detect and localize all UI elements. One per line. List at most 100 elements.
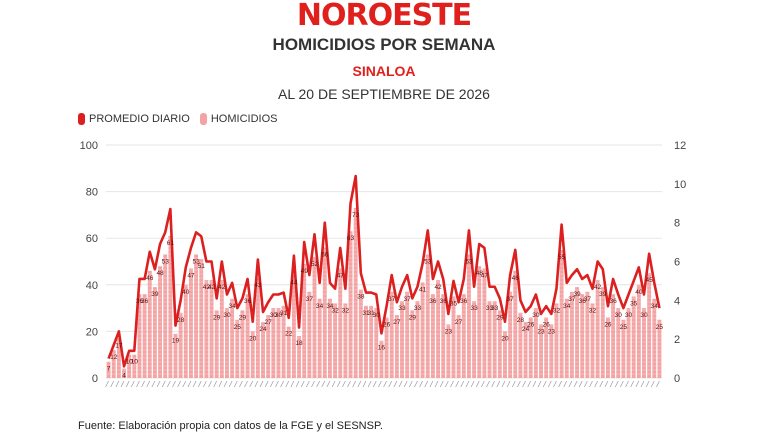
x-tick-mark bbox=[532, 380, 537, 388]
bar bbox=[132, 354, 137, 378]
bar bbox=[188, 268, 193, 378]
bar-data-label: 4 bbox=[122, 373, 126, 380]
y-tick-label: 20 bbox=[86, 326, 98, 338]
bar bbox=[636, 284, 641, 378]
bar-data-label: 48 bbox=[156, 270, 164, 277]
x-tick-mark bbox=[259, 380, 264, 388]
bar-data-label: 36 bbox=[141, 298, 149, 305]
bar-data-label: 37 bbox=[568, 296, 576, 303]
x-tick-mark bbox=[270, 380, 274, 388]
x-tick-mark bbox=[316, 380, 320, 388]
chart-legend: PROMEDIO DIARIO HOMICIDIOS bbox=[78, 113, 287, 125]
bar bbox=[338, 268, 343, 378]
bar bbox=[528, 317, 533, 378]
bar-data-label: 29 bbox=[213, 314, 221, 321]
chart-date: AL 20 DE SEPTIEMBRE DE 2026 bbox=[278, 86, 490, 102]
y2-tick-label: 6 bbox=[674, 257, 680, 269]
x-tick-mark bbox=[362, 380, 367, 388]
bar-data-label: 36 bbox=[609, 298, 617, 305]
bar bbox=[446, 324, 451, 378]
bar-data-label: 42 bbox=[434, 284, 442, 291]
x-tick-mark bbox=[264, 380, 269, 388]
x-tick-mark bbox=[254, 380, 259, 388]
x-tick-mark bbox=[465, 380, 470, 388]
legend-item-bar: HOMICIDIOS bbox=[199, 113, 277, 125]
bar-data-label: 29 bbox=[239, 314, 247, 321]
bar-data-label: 26 bbox=[383, 321, 391, 328]
bar bbox=[168, 235, 173, 378]
bar bbox=[626, 308, 631, 378]
x-tick-mark bbox=[537, 380, 542, 388]
bar-data-label: 56 bbox=[321, 252, 329, 259]
bar-data-label: 46 bbox=[146, 275, 154, 282]
bar-data-label: 33 bbox=[414, 305, 422, 312]
x-tick-mark bbox=[347, 380, 351, 388]
bar bbox=[554, 303, 559, 378]
bar bbox=[152, 287, 157, 378]
bar-data-label: 42 bbox=[203, 284, 211, 291]
bar bbox=[513, 270, 518, 378]
chart-title: HOMICIDIOS POR SEMANA bbox=[272, 35, 496, 54]
bar-data-label: 36 bbox=[244, 298, 252, 305]
bar bbox=[590, 303, 595, 378]
legend-swatch-bar bbox=[199, 113, 207, 125]
bar bbox=[585, 291, 590, 378]
x-tick-mark bbox=[517, 380, 521, 388]
x-tick-mark bbox=[501, 380, 506, 388]
bar bbox=[297, 336, 302, 378]
bar bbox=[389, 291, 394, 378]
x-tick-mark bbox=[136, 380, 140, 388]
bar bbox=[451, 296, 456, 378]
bar-data-label: 47 bbox=[187, 272, 195, 279]
bar bbox=[533, 308, 538, 378]
bar-data-label: 26 bbox=[543, 321, 551, 328]
bar-data-label: 25 bbox=[656, 324, 664, 331]
x-tick-mark bbox=[599, 380, 604, 388]
series-line bbox=[107, 174, 661, 368]
x-tick-mark bbox=[203, 380, 207, 388]
bar bbox=[353, 207, 358, 378]
x-tick-mark bbox=[553, 380, 557, 388]
x-tick-mark bbox=[367, 380, 372, 388]
x-tick-mark bbox=[419, 380, 423, 388]
bar-data-label: 23 bbox=[537, 328, 545, 335]
bar-data-label: 32 bbox=[342, 307, 350, 314]
x-tick-mark bbox=[475, 380, 480, 388]
bar-data-label: 32 bbox=[589, 307, 597, 314]
x-tick-mark bbox=[604, 380, 609, 388]
bar-data-label: 30 bbox=[275, 312, 283, 319]
bar bbox=[194, 254, 199, 378]
x-tick-mark bbox=[455, 380, 459, 388]
x-tick-mark bbox=[481, 380, 485, 388]
bar-data-label: 37 bbox=[404, 296, 412, 303]
bar-data-label: 27 bbox=[455, 319, 463, 326]
bar bbox=[400, 301, 404, 378]
bar-data-label: 48 bbox=[476, 270, 484, 277]
x-tick-mark bbox=[244, 380, 248, 388]
bar-data-label: 34 bbox=[563, 303, 571, 310]
bar bbox=[374, 308, 379, 378]
bar bbox=[333, 303, 338, 378]
bar-data-label: 35 bbox=[630, 300, 638, 307]
bar-data-label: 46 bbox=[512, 275, 520, 282]
bar bbox=[647, 273, 652, 378]
x-tick-mark bbox=[285, 380, 290, 388]
source-note: Fuente: Elaboración propia con datos de … bbox=[78, 420, 383, 432]
bar-data-label: 23 bbox=[445, 328, 453, 335]
bar-data-label: 31 bbox=[368, 310, 376, 317]
bar-data-label: 61 bbox=[167, 240, 175, 247]
x-tick-mark bbox=[635, 380, 640, 388]
bar bbox=[245, 294, 250, 378]
bar-data-label: 34 bbox=[316, 303, 324, 310]
bar bbox=[503, 331, 507, 378]
y2-tick-label: 0 bbox=[674, 373, 680, 385]
bar bbox=[163, 254, 168, 378]
legend-label-line: PROMEDIO DIARIO bbox=[89, 113, 190, 125]
bar-data-label: 43 bbox=[254, 282, 262, 289]
x-tick-mark bbox=[620, 380, 624, 388]
bar-data-label: 36 bbox=[429, 298, 437, 305]
bar bbox=[327, 298, 332, 378]
bar-data-label: 30 bbox=[640, 312, 648, 319]
bar bbox=[271, 308, 276, 378]
bar bbox=[518, 312, 523, 378]
